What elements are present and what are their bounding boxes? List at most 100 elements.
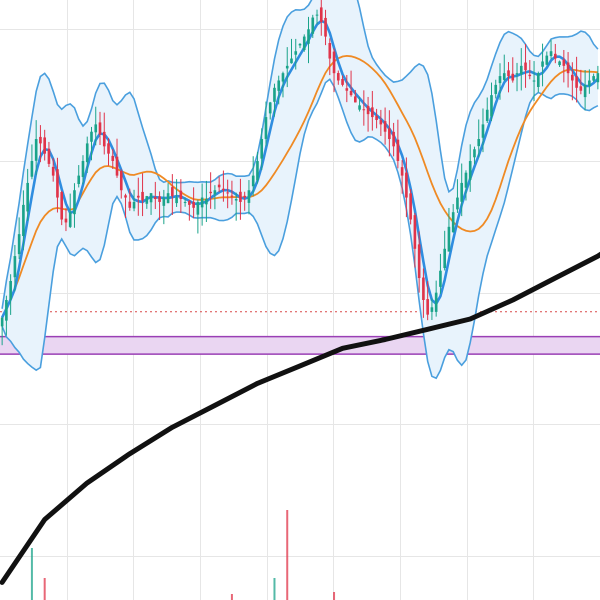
candle <box>30 144 34 180</box>
candle <box>39 125 42 163</box>
volume-bar <box>333 592 336 600</box>
candle <box>34 120 38 175</box>
candle <box>64 208 68 232</box>
candle <box>409 189 412 225</box>
candle <box>354 89 357 103</box>
candle-body <box>588 80 591 86</box>
candle-body <box>311 17 315 34</box>
candle <box>68 193 72 229</box>
candle-body <box>528 74 532 77</box>
fast-ma-line <box>0 19 599 319</box>
candle-body <box>51 166 55 176</box>
candle-body <box>498 76 502 84</box>
candle-body <box>511 73 515 81</box>
candle <box>128 188 132 211</box>
candle <box>396 119 400 169</box>
candle <box>490 82 493 122</box>
candle <box>583 69 587 111</box>
candle-body <box>371 107 374 118</box>
candle-body <box>179 190 183 200</box>
candle-body <box>171 187 174 197</box>
candle-body <box>213 190 217 195</box>
candle-body <box>451 212 455 233</box>
candle-body <box>200 197 204 208</box>
candle <box>141 173 144 217</box>
candle <box>111 149 115 169</box>
candle-body <box>464 172 468 188</box>
candle <box>430 298 434 320</box>
candle-body <box>430 307 434 312</box>
candle-body <box>285 65 289 69</box>
candle-body <box>273 87 276 102</box>
candle <box>243 191 246 211</box>
candle <box>371 90 374 131</box>
candle <box>545 51 549 66</box>
candle-body <box>494 84 498 94</box>
candle-body <box>81 160 85 177</box>
candle-body <box>468 160 472 180</box>
candle-body <box>98 122 102 135</box>
candle-body <box>400 167 404 176</box>
candle <box>239 178 242 220</box>
candle <box>379 109 383 137</box>
candle <box>298 43 302 49</box>
candle <box>434 280 438 317</box>
candle <box>422 268 425 318</box>
candle-body <box>34 139 38 161</box>
candle <box>196 199 200 234</box>
candle-body <box>388 128 391 140</box>
candle <box>502 54 506 81</box>
candle-body <box>217 184 221 188</box>
support-zone-fill <box>0 336 600 355</box>
candle-body <box>64 218 68 223</box>
candle <box>562 49 566 83</box>
candle-body <box>507 70 510 77</box>
candle <box>256 151 259 184</box>
candle-body <box>77 175 81 185</box>
candle-body <box>562 59 566 66</box>
candle-body <box>592 76 595 81</box>
candle <box>362 90 366 126</box>
volume-bar <box>30 548 33 600</box>
candle <box>158 191 161 221</box>
candle-body <box>417 244 421 279</box>
candle-body <box>247 190 251 203</box>
candle-body <box>358 105 361 110</box>
long-ma <box>0 251 600 585</box>
candle-body <box>536 73 540 87</box>
candle-body <box>341 78 344 85</box>
candle <box>56 157 59 213</box>
candle <box>149 193 153 215</box>
candle-body <box>192 201 195 208</box>
candle <box>81 155 85 185</box>
candle <box>234 192 238 221</box>
candle <box>17 217 21 260</box>
candle <box>200 183 204 226</box>
candle <box>132 189 136 212</box>
volume-bar <box>43 578 46 600</box>
candle-body <box>319 7 323 22</box>
candle <box>417 231 421 293</box>
candle-body <box>26 182 29 212</box>
candle-body <box>332 51 336 74</box>
candle <box>592 73 595 82</box>
candle-body <box>515 73 519 75</box>
candle-body <box>345 88 349 91</box>
candle <box>154 181 157 210</box>
candle-body <box>392 131 395 147</box>
bollinger-band-fill <box>2 0 598 379</box>
candle-body <box>30 160 34 177</box>
candle-body <box>481 124 485 138</box>
candle-body <box>524 62 527 71</box>
candle-body <box>362 109 366 111</box>
candle <box>51 158 55 182</box>
candle <box>264 101 268 147</box>
candle-body <box>485 109 489 121</box>
candle <box>558 60 561 67</box>
candle-body <box>94 124 98 133</box>
candle-body <box>554 53 557 59</box>
candle-body <box>39 136 42 144</box>
candle <box>596 65 600 90</box>
candle <box>498 63 502 100</box>
